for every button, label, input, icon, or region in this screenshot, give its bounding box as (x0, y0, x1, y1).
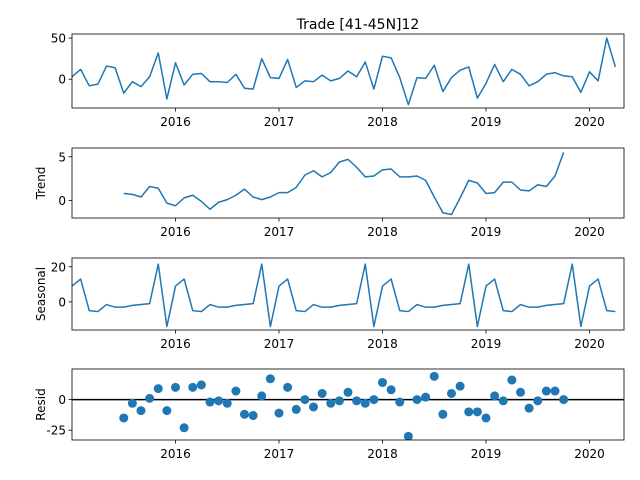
resid-point (481, 413, 491, 423)
resid-point (119, 413, 129, 423)
y-tick-label: 0 (58, 194, 66, 208)
resid-point (369, 395, 379, 405)
x-tick-label: 2018 (367, 447, 398, 461)
resid-point (283, 382, 293, 392)
resid-point (257, 391, 267, 401)
resid-point (248, 411, 258, 421)
trend-axes-frame (71, 147, 625, 219)
seasonal-ylabel: Seasonal (34, 267, 48, 321)
resid-point (214, 396, 224, 406)
resid-point (162, 406, 172, 416)
resid-point (317, 388, 327, 398)
y-tick-label: 0 (58, 73, 66, 87)
resid-point (412, 395, 422, 405)
x-tick-label: 2017 (264, 447, 295, 461)
resid-point (464, 407, 474, 417)
seasonal-axes-frame (71, 257, 625, 331)
y-tick-label: -25 (46, 424, 66, 438)
resid-points (119, 371, 569, 440)
panel-observed: 2016 2017 2018 2019 2020 50 0 (51, 32, 625, 129)
resid-point (550, 386, 560, 396)
resid-point (533, 396, 543, 406)
resid-point (524, 403, 534, 413)
x-tick-label: 2016 (160, 115, 191, 129)
x-tick-label: 2020 (574, 337, 605, 351)
resid-point (429, 371, 439, 381)
panel-resid: 2016 2017 2018 2019 2020 0 -25 Resid (34, 368, 625, 461)
resid-point (386, 385, 396, 395)
resid-point (326, 398, 336, 408)
resid-point (490, 391, 500, 401)
resid-point (274, 408, 284, 418)
resid-point (378, 377, 387, 387)
resid-point (421, 392, 431, 402)
resid-point (300, 395, 310, 405)
x-tick-label: 2018 (367, 337, 398, 351)
x-tick-label: 2019 (471, 337, 502, 351)
resid-point (516, 387, 525, 397)
resid-point (541, 386, 551, 396)
resid-point (240, 409, 249, 419)
x-tick-label: 2019 (471, 225, 502, 239)
resid-point (127, 398, 137, 408)
x-tick-label: 2016 (160, 225, 191, 239)
resid-point (343, 387, 353, 397)
resid-point (291, 404, 301, 414)
x-tick-label: 2017 (264, 337, 295, 351)
x-tick-label: 2018 (367, 225, 398, 239)
resid-point (309, 402, 318, 412)
resid-point (153, 384, 163, 394)
x-tick-label: 2020 (574, 115, 605, 129)
y-tick-label: 5 (58, 150, 66, 164)
y-tick-label: 50 (51, 32, 66, 46)
resid-point (447, 388, 456, 398)
observed-axes-frame (71, 33, 625, 109)
resid-point (136, 406, 146, 416)
resid-point (171, 382, 180, 392)
resid-point (145, 393, 155, 403)
resid-point (403, 431, 413, 440)
resid-point (205, 397, 215, 407)
trend-line (123, 152, 565, 216)
resid-point (498, 396, 508, 406)
observed-line (72, 37, 617, 106)
panel-trend: 2016 2017 2018 2019 2020 5 0 Trend (34, 147, 625, 239)
x-tick-label: 2016 (160, 337, 191, 351)
resid-axes-frame (71, 368, 625, 441)
y-tick-label: 0 (58, 295, 66, 309)
resid-point (507, 375, 517, 385)
resid-point (472, 407, 482, 417)
resid-point (438, 409, 448, 419)
resid-point (360, 398, 370, 408)
x-tick-label: 2018 (367, 115, 398, 129)
seasonal-line (72, 263, 616, 328)
resid-point (179, 423, 189, 433)
resid-point (222, 398, 232, 408)
resid-point (352, 396, 362, 406)
chart-title: Trade [41-45N]12 (296, 17, 420, 33)
x-tick-label: 2016 (160, 447, 191, 461)
resid-point (188, 382, 198, 392)
trend-ylabel: Trend (34, 167, 48, 201)
x-tick-label: 2019 (471, 115, 502, 129)
resid-ylabel: Resid (34, 388, 48, 420)
x-tick-label: 2017 (264, 115, 295, 129)
resid-point (334, 396, 344, 406)
x-tick-label: 2017 (264, 225, 295, 239)
x-tick-label: 2020 (574, 225, 605, 239)
x-tick-label: 2020 (574, 447, 605, 461)
y-tick-label: 0 (58, 393, 66, 407)
resid-point (559, 395, 569, 405)
resid-point (231, 386, 241, 396)
resid-point (455, 381, 465, 391)
x-tick-label: 2019 (471, 447, 502, 461)
resid-point (265, 374, 275, 384)
resid-point (196, 380, 206, 390)
y-tick-label: 20 (51, 260, 66, 274)
resid-point (395, 397, 405, 407)
